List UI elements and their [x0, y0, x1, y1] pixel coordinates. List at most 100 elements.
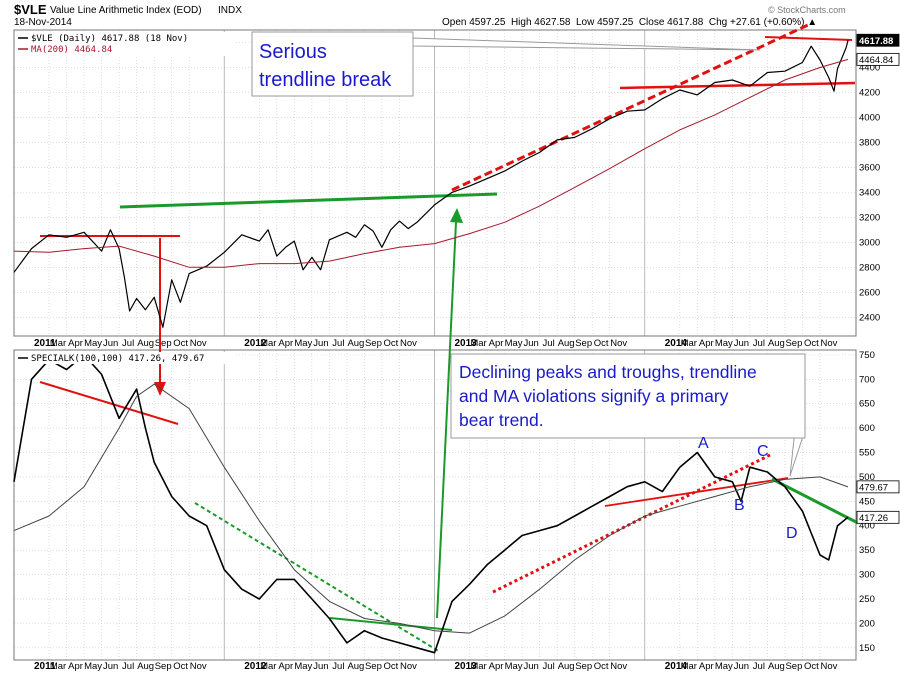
y-tick-label: 500 — [859, 472, 875, 483]
callout-box-top — [251, 31, 414, 97]
y-tick-label: 550 — [859, 448, 875, 459]
month-tick-label: Mar — [681, 661, 697, 672]
year-tick-label: 2011 — [34, 338, 56, 349]
arrows — [154, 208, 463, 619]
month-tick-label: Apr — [278, 661, 293, 672]
month-tick-label: Sep — [155, 661, 172, 672]
annotation-top-line1: Serious — [259, 41, 327, 63]
label-D: D — [786, 525, 798, 542]
y-tick-label: 4000 — [859, 112, 880, 123]
month-tick-label: Aug — [558, 661, 575, 672]
label-B: B — [734, 497, 745, 514]
y-tick-label: 2800 — [859, 262, 880, 273]
callout-pointer-top — [412, 37, 761, 51]
month-tick-label: Apr — [699, 338, 714, 349]
month-tick-label: Apr — [489, 661, 504, 672]
last-value-tags: 4617.88 4464.84 479.67 417.26 — [856, 33, 900, 524]
last-value-tag: 479.67 — [859, 482, 888, 493]
month-tick-label: Jul — [543, 661, 555, 672]
index-name: Value Line Arithmetic Index (EOD) — [50, 5, 202, 16]
month-tick-label: Mar — [260, 661, 276, 672]
y-tick-label: 350 — [859, 545, 875, 556]
y-tick-label: 4200 — [859, 87, 880, 98]
month-tick-label: Mar — [681, 338, 697, 349]
y-tick-label: 3800 — [859, 137, 880, 148]
y-tick-label: 2400 — [859, 312, 880, 323]
month-tick-label: Sep — [575, 661, 592, 672]
month-tick-label: Oct — [594, 338, 609, 349]
month-tick-label: Oct — [594, 661, 609, 672]
last-value-tag-box — [856, 33, 900, 47]
month-tick-label: Apr — [699, 661, 714, 672]
y-tick-label: 150 — [859, 643, 875, 654]
indicator-panel-frame — [13, 349, 857, 661]
month-tick-label: Jun — [734, 661, 749, 672]
month-tick-label: Apr — [278, 338, 293, 349]
legend-indicator: SPECIALK(100,100) 417.26, 479.67 — [31, 354, 204, 364]
month-tick-label: Sep — [365, 338, 382, 349]
symbol: $VLE — [14, 2, 47, 17]
month-tick-label: Aug — [768, 661, 785, 672]
watermark: © StockCharts.com — [768, 5, 846, 15]
last-value-tag: 417.26 — [859, 513, 888, 524]
base-line-green — [329, 617, 453, 631]
legend-price: $VLE (Daily) 4617.88 (18 Nov) — [31, 34, 188, 44]
month-tick-label: Apr — [68, 661, 83, 672]
resistance-line-green — [119, 192, 498, 209]
month-tick-label: Mar — [470, 338, 486, 349]
year-tick-label: 2013 — [455, 338, 478, 349]
month-tick-label: Nov — [400, 661, 417, 672]
support-line-2014 — [619, 81, 856, 90]
axis-ticks: 2400 2600 2800 3000 3200 3400 3600 3800 4000 4200… — [34, 37, 880, 672]
month-tick-label: May — [84, 661, 102, 672]
month-tick-label: Jul — [332, 338, 344, 349]
y-tick-label: 3400 — [859, 187, 880, 198]
month-tick-label: May — [84, 338, 102, 349]
month-tick-label: Nov — [821, 338, 838, 349]
y-tick-label: 4400 — [859, 62, 880, 73]
month-tick-label: Sep — [365, 661, 382, 672]
month-tick-label: Oct — [804, 338, 819, 349]
series-line-indicator-1 — [13, 383, 849, 634]
month-tick-label: May — [294, 338, 312, 349]
indicator-legend: SPECIALK(100,100) 417.26, 479.67 — [16, 352, 236, 364]
month-tick-label: Aug — [137, 338, 154, 349]
month-tick-label: Jun — [103, 338, 118, 349]
month-tick-label: Jul — [753, 338, 765, 349]
legend-bg-price — [16, 32, 234, 56]
month-tick-label: Apr — [489, 338, 504, 349]
month-tick-label: Jun — [103, 661, 118, 672]
month-tick-label: May — [505, 338, 523, 349]
y-tick-label: 3600 — [859, 162, 880, 173]
last-value-tag-box — [856, 480, 900, 494]
last-value-tag-box — [856, 510, 900, 524]
month-tick-label: Jul — [753, 661, 765, 672]
y-tick-label: 200 — [859, 618, 875, 629]
month-tick-label: Nov — [610, 338, 627, 349]
red-arrow-head — [154, 382, 166, 396]
y-tick-label: 600 — [859, 423, 875, 434]
ohlc-readout: Open 4597.25 High 4627.58 Low 4597.25 Cl… — [442, 17, 818, 28]
month-tick-label: Apr — [68, 338, 83, 349]
year-tick-label: 2014 — [665, 338, 688, 349]
month-tick-label: May — [715, 338, 733, 349]
year-tick-label: 2012 — [244, 338, 267, 349]
green-arrow-shaft — [436, 221, 457, 619]
callout-box-bottom — [450, 353, 806, 439]
downtrend-line-green-2014 — [771, 477, 859, 525]
month-tick-label: Oct — [804, 661, 819, 672]
y-tick-label: 650 — [859, 399, 875, 410]
year-tick-label: 2012 — [244, 661, 267, 672]
month-tick-label: Aug — [768, 338, 785, 349]
month-tick-label: Nov — [190, 338, 207, 349]
y-tick-label: 700 — [859, 374, 875, 385]
downtrend-line-dotted — [194, 502, 441, 653]
month-tick-label: Aug — [137, 661, 154, 672]
month-tick-label: Jun — [313, 661, 328, 672]
green-arrow-head — [450, 208, 463, 223]
y-tick-label: 3000 — [859, 237, 880, 248]
month-tick-label: Oct — [173, 338, 188, 349]
month-tick-label: Jul — [122, 338, 134, 349]
annotation-bottom-line2: and MA violations signify a primary — [459, 386, 729, 406]
